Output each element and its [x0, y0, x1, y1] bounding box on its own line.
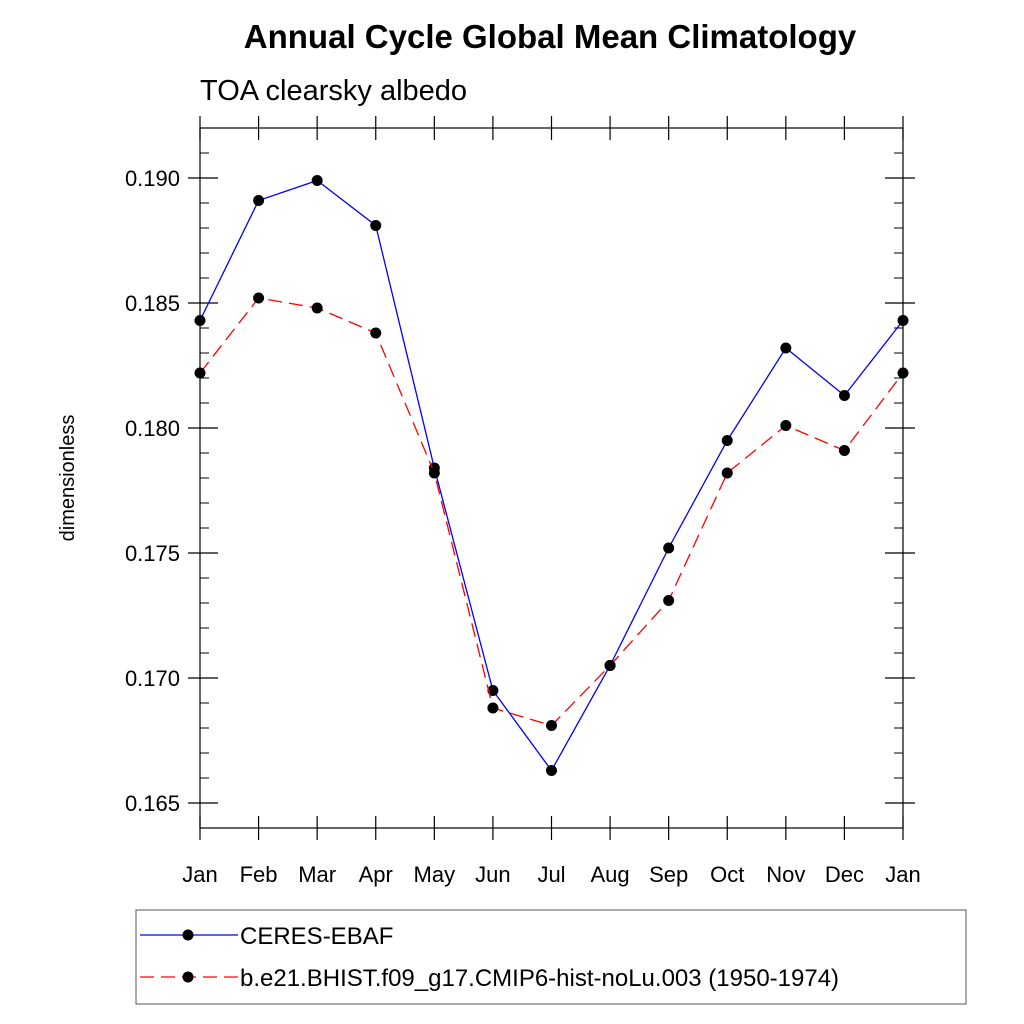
legend-swatch-marker — [182, 929, 194, 941]
x-tick-label: Aug — [591, 862, 630, 887]
y-tick-label: 0.185 — [125, 291, 180, 316]
legend-frame — [135, 909, 967, 1005]
y-tick-label: 0.190 — [125, 166, 180, 191]
data-point — [194, 315, 206, 326]
x-tick-label: Dec — [825, 862, 864, 887]
data-point — [311, 175, 323, 186]
data-point — [370, 220, 382, 231]
series-1 — [194, 175, 909, 776]
x-tick-label: Oct — [710, 862, 744, 887]
data-point — [604, 660, 616, 671]
plot-frame — [199, 127, 904, 829]
legend-entry: CERES-EBAF — [140, 923, 393, 950]
y-axis-label: dimensionless — [57, 415, 79, 542]
data-point — [780, 342, 792, 354]
x-tick-label: Sep — [649, 862, 688, 887]
data-point — [546, 765, 557, 776]
legend-label: CERES-EBAF — [240, 923, 393, 950]
legend-entries: CERES-EBAF b.e21.BHIST.f09_g17.CMIP6-hist… — [140, 923, 839, 992]
x-tick-label: Apr — [359, 862, 393, 887]
data-point — [897, 367, 909, 379]
x-tick-label: Jan — [885, 862, 920, 887]
data-point — [253, 292, 265, 304]
y-tick-label: 0.170 — [125, 666, 180, 691]
series-line — [199, 179, 904, 772]
x-tick-label: Mar — [298, 862, 336, 887]
y-tick-label: 0.175 — [125, 541, 180, 566]
series-layer — [194, 175, 909, 776]
y-tick-labels: 0.165 0.170 0.175 0.180 0.185 0.190 — [125, 166, 180, 816]
data-point — [194, 367, 206, 379]
data-point — [663, 595, 675, 606]
x-tick-labels: Jan Feb Mar Apr May Jun Jul Aug Sep Oct Nov Dec Jan — [182, 862, 920, 887]
x-tick-label: Nov — [766, 862, 805, 887]
data-point — [721, 435, 733, 446]
series-2 — [194, 292, 909, 731]
x-tick-label: Jan — [182, 862, 217, 887]
legend-label: b.e21.BHIST.f09_g17.CMIP6-hist-noLu.003 … — [240, 965, 839, 992]
data-point — [311, 302, 323, 314]
x-tick-label: May — [414, 862, 456, 887]
data-point — [487, 685, 499, 696]
data-point — [546, 720, 557, 731]
data-point — [428, 467, 440, 479]
data-point — [838, 390, 850, 401]
y-tick-label: 0.165 — [125, 791, 180, 816]
y-tick-label: 0.180 — [125, 416, 180, 441]
x-tick-label: Jun — [475, 862, 510, 887]
chart-subtitle: TOA clearsky albedo — [200, 75, 467, 107]
series-line — [199, 297, 904, 727]
x-tick-label: Feb — [240, 862, 278, 887]
data-point — [897, 315, 909, 326]
x-tick-label: Jul — [537, 862, 565, 887]
data-point — [663, 542, 675, 554]
data-point — [253, 195, 265, 206]
data-point — [370, 327, 382, 339]
data-point — [780, 420, 792, 431]
data-point — [487, 702, 499, 714]
legend-swatch-marker — [182, 971, 194, 983]
data-point — [838, 445, 850, 456]
axis-ticks — [188, 116, 915, 840]
chart-title: Annual Cycle Global Mean Climatology — [244, 18, 857, 55]
legend-entry: b.e21.BHIST.f09_g17.CMIP6-hist-noLu.003 … — [140, 965, 839, 992]
legend: CERES-EBAF b.e21.BHIST.f09_g17.CMIP6-hist… — [135, 909, 967, 1005]
data-point — [721, 467, 733, 479]
